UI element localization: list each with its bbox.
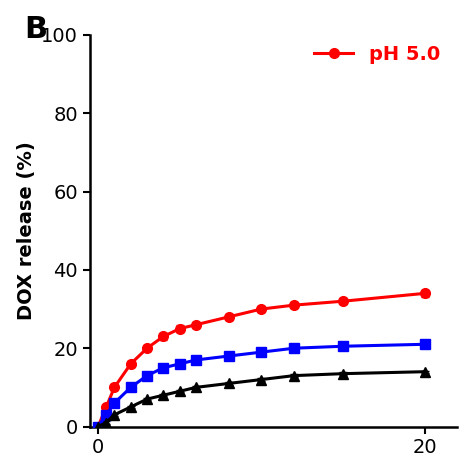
Legend: pH 5.0: pH 5.0 [306, 37, 447, 72]
Y-axis label: DOX release (%): DOX release (%) [17, 141, 36, 320]
Text: B: B [24, 15, 47, 45]
